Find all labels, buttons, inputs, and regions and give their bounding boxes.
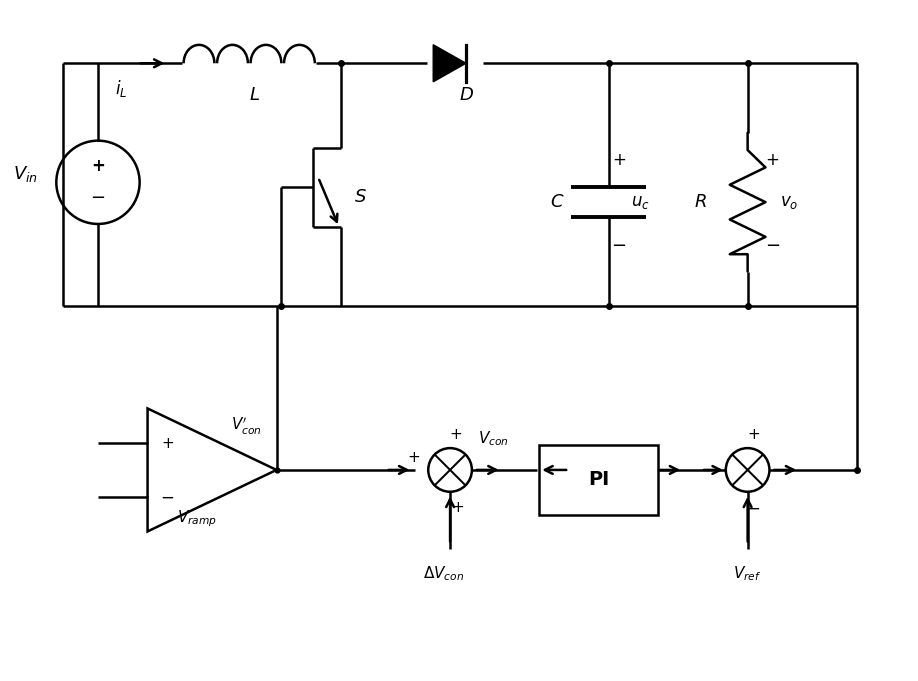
- Text: $-$: $-$: [746, 498, 761, 517]
- Polygon shape: [148, 409, 276, 531]
- Text: $+$: $+$: [161, 436, 174, 451]
- Text: $+$: $+$: [766, 151, 779, 170]
- Text: $-$: $-$: [765, 235, 780, 253]
- Text: $C$: $C$: [550, 193, 565, 211]
- Text: $+$: $+$: [452, 500, 465, 515]
- Text: −: −: [90, 189, 106, 207]
- Text: +: +: [91, 157, 105, 176]
- Text: $-$: $-$: [161, 488, 174, 506]
- Bar: [540, 445, 658, 515]
- Text: $\Delta V_{con}$: $\Delta V_{con}$: [423, 565, 465, 584]
- Text: $V_{con}'$: $V_{con}'$: [231, 415, 263, 437]
- Text: $+$: $+$: [450, 427, 463, 442]
- Text: $v_o$: $v_o$: [780, 193, 799, 211]
- Text: $S$: $S$: [354, 188, 367, 206]
- Text: $L$: $L$: [249, 86, 260, 104]
- Polygon shape: [433, 45, 466, 82]
- Text: $D$: $D$: [459, 86, 475, 104]
- Text: $+$: $+$: [407, 449, 420, 464]
- Text: $V_{ramp}$: $V_{ramp}$: [177, 508, 218, 529]
- Text: $+$: $+$: [747, 427, 760, 442]
- Text: $u_c$: $u_c$: [631, 193, 650, 211]
- Text: $V_{in}$: $V_{in}$: [13, 164, 38, 185]
- Text: $i_L$: $i_L$: [115, 78, 127, 99]
- Text: $V_{ref}$: $V_{ref}$: [733, 565, 762, 584]
- Text: PI: PI: [588, 471, 610, 490]
- Text: $-$: $-$: [611, 235, 626, 253]
- Text: $+$: $+$: [611, 151, 626, 170]
- Text: $R$: $R$: [694, 193, 707, 211]
- Text: $V_{con}$: $V_{con}$: [478, 429, 509, 447]
